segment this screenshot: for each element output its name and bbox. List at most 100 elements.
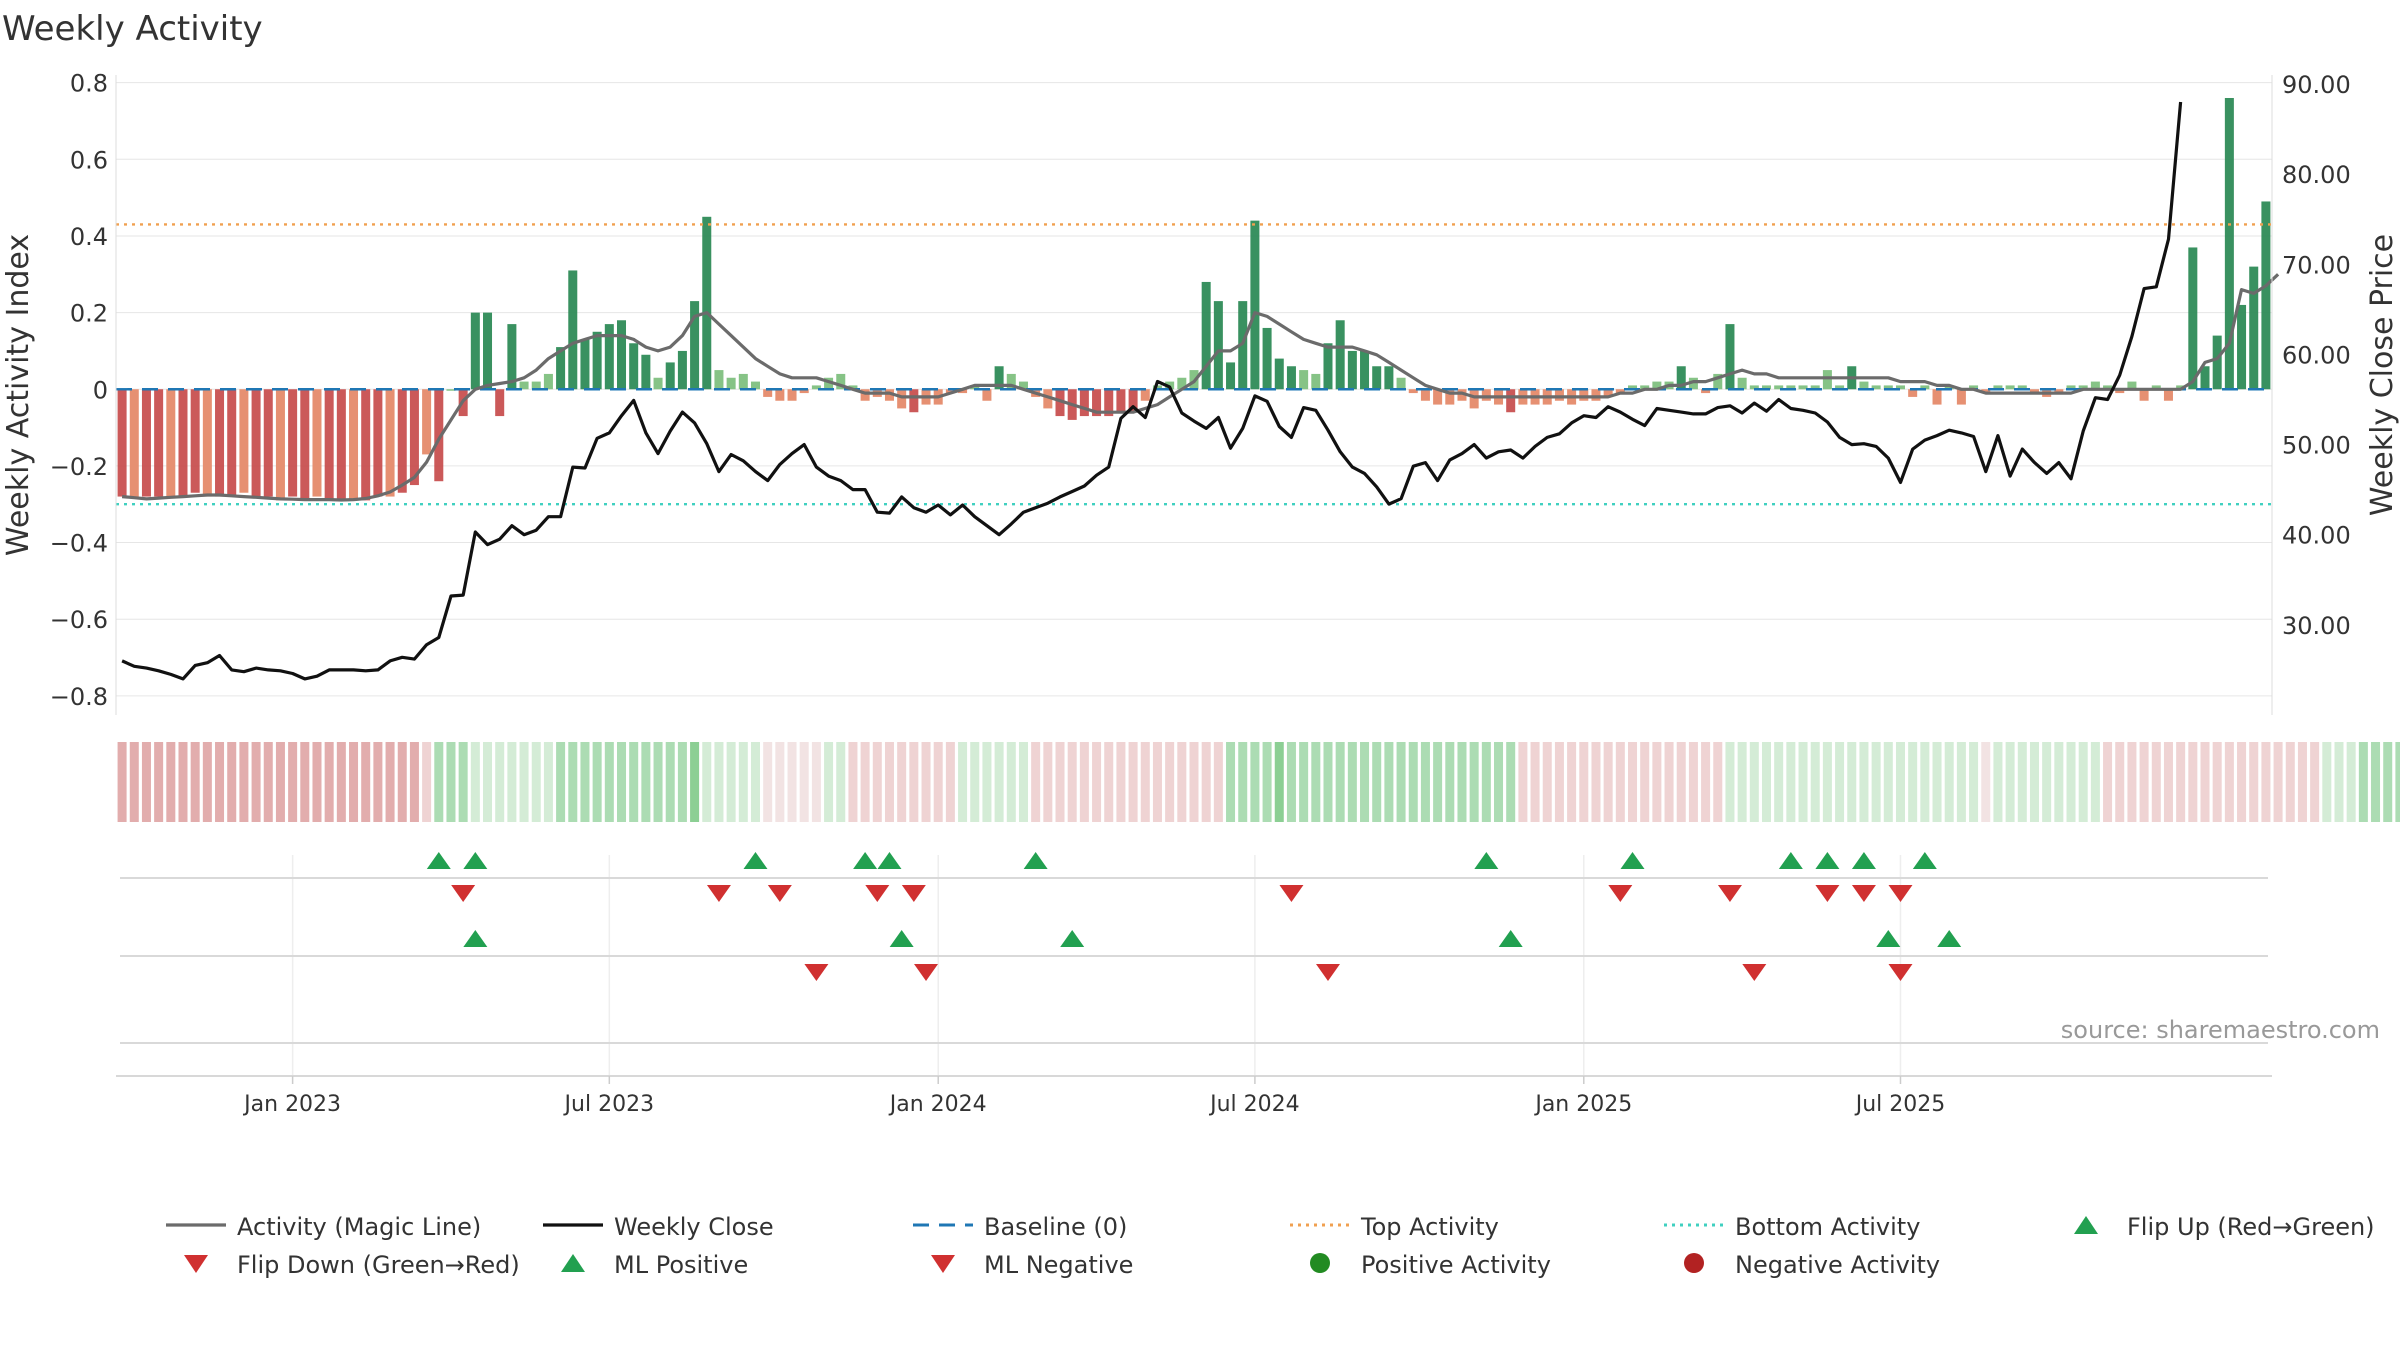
- activity-bar: [1420, 389, 1430, 401]
- activity-bar: [1177, 377, 1187, 390]
- y2-tick-label: 70.00: [2282, 251, 2351, 279]
- band-cell: [702, 742, 712, 822]
- activity-bar: [227, 389, 237, 497]
- band-cell: [1506, 742, 1516, 822]
- band-cell: [750, 742, 760, 822]
- legend-item: ML Positive: [561, 1251, 748, 1279]
- band-cell: [215, 742, 225, 822]
- band-cell: [1335, 742, 1345, 822]
- activity-bar: [1396, 377, 1406, 390]
- band-cell: [2151, 742, 2161, 822]
- band-cell: [945, 742, 955, 822]
- activity-bar: [483, 312, 493, 390]
- band-cell: [275, 742, 285, 822]
- activity-bar: [2249, 266, 2259, 390]
- band-cell: [507, 742, 517, 822]
- flip-down-marker: [1851, 885, 1876, 902]
- activity-bar: [1018, 381, 1028, 390]
- y-axis-label: Weekly Activity Index: [1, 234, 36, 556]
- activity-bar: [1213, 301, 1223, 390]
- band-cell: [2358, 742, 2368, 822]
- legend-item: Bottom Activity: [1664, 1213, 1920, 1241]
- band-cell: [2090, 742, 2100, 822]
- activity-bar: [2139, 389, 2149, 401]
- activity-bar: [860, 389, 870, 401]
- band-cell: [154, 742, 164, 822]
- band-cell: [1530, 742, 1540, 822]
- y-tick-label: −0.8: [50, 683, 108, 711]
- activity-bar: [373, 389, 383, 497]
- magic-line: [121, 273, 2280, 502]
- activity-bar: [592, 331, 602, 390]
- activity-bar: [653, 377, 663, 390]
- band-cell: [141, 742, 151, 822]
- band-cell: [2371, 742, 2381, 822]
- band-cell: [495, 742, 505, 822]
- band-cell: [1956, 742, 1966, 822]
- legend-label: ML Positive: [614, 1251, 748, 1279]
- activity-bar: [1676, 366, 1686, 390]
- band-cell: [860, 742, 870, 822]
- band-cell: [1213, 742, 1223, 822]
- y-tick-label: 0.2: [70, 300, 108, 328]
- legend-swatch: [1310, 1253, 1330, 1273]
- activity-bar: [580, 339, 590, 390]
- activity-bar: [1932, 389, 1942, 405]
- band-cell: [202, 742, 212, 822]
- band-cell: [2261, 742, 2271, 822]
- activity-bar: [1140, 389, 1150, 401]
- band-cell: [1469, 742, 1479, 822]
- activity-bar: [2066, 385, 2076, 390]
- band-cell: [1286, 742, 1296, 822]
- chart-title: Weekly Activity: [2, 9, 263, 49]
- band-cell: [1944, 742, 1954, 822]
- activity-bar: [2005, 385, 2015, 390]
- band-cell: [1664, 742, 1674, 822]
- activity-bar: [2188, 247, 2198, 390]
- activity-band: [117, 742, 2400, 822]
- activity-bar: [507, 324, 517, 390]
- activity-bar: [738, 373, 748, 390]
- activity-bar: [1347, 350, 1357, 390]
- band-cell: [519, 742, 529, 822]
- band-cell: [1189, 742, 1199, 822]
- activity-bar: [263, 389, 273, 497]
- flip-up-marker: [743, 852, 768, 869]
- band-cell: [1079, 742, 1089, 822]
- flip-up-marker: [1023, 852, 1048, 869]
- y-tick-label: −0.4: [50, 530, 108, 558]
- activity-bar: [1226, 362, 1236, 390]
- ml-positive-marker: [1060, 930, 1085, 947]
- legend: Activity (Magic Line) Weekly Close Baselin…: [166, 1213, 2375, 1279]
- band-cell: [1006, 742, 1016, 822]
- band-cell: [1152, 742, 1162, 822]
- activity-bar: [1299, 370, 1309, 390]
- flip-up-marker: [853, 852, 878, 869]
- ml-negative-marker: [1888, 964, 1913, 981]
- band-cell: [2029, 742, 2039, 822]
- band-cell: [1847, 742, 1857, 822]
- legend-item: Activity (Magic Line): [166, 1213, 481, 1241]
- activity-bar: [422, 389, 432, 455]
- activity-bar: [1092, 389, 1102, 417]
- band-cell: [1043, 742, 1053, 822]
- y2-tick-label: 80.00: [2282, 161, 2351, 189]
- activity-bar: [1372, 366, 1382, 390]
- legend-label: Weekly Close: [614, 1213, 774, 1241]
- activity-bar: [166, 389, 176, 497]
- band-cell: [2127, 742, 2137, 822]
- activity-bar: [215, 389, 225, 497]
- band-cell: [422, 742, 432, 822]
- band-cell: [556, 742, 566, 822]
- band-cell: [2066, 742, 2076, 822]
- band-cell: [1969, 742, 1979, 822]
- band-cell: [1433, 742, 1443, 822]
- band-cell: [799, 742, 809, 822]
- ml-positive-marker: [1937, 930, 1962, 947]
- activity-bar: [397, 389, 407, 493]
- band-cell: [1067, 742, 1077, 822]
- band-cell: [958, 742, 968, 822]
- activity-bar: [2237, 304, 2247, 390]
- band-cell: [2383, 742, 2393, 822]
- band-cell: [604, 742, 614, 822]
